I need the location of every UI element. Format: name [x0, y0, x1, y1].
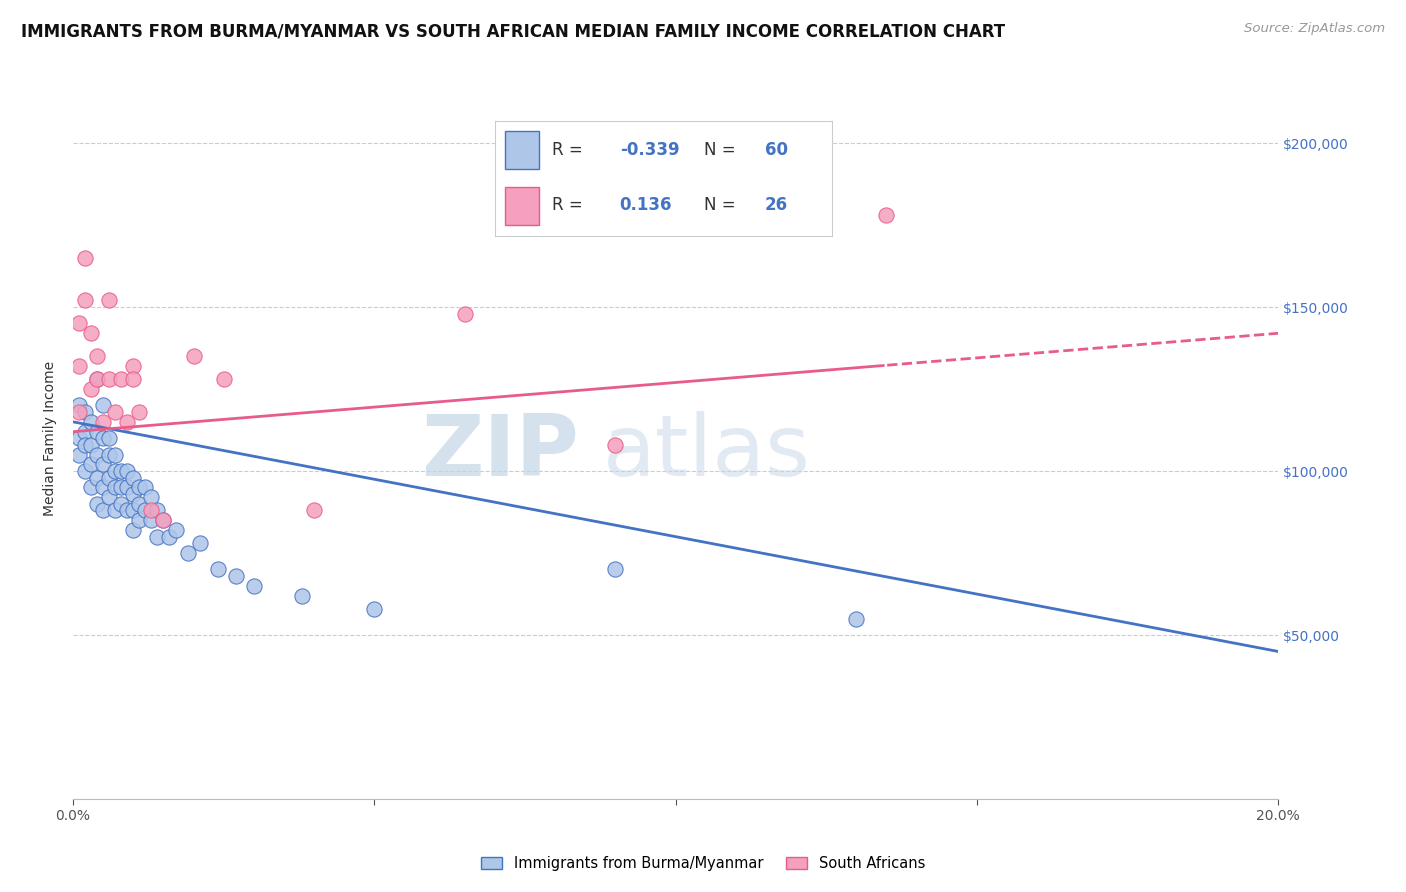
Point — [80, 438, 103, 452]
Point — [122, 372, 145, 386]
Point — [454, 307, 477, 321]
Point — [152, 513, 174, 527]
Point — [80, 458, 103, 472]
Point — [128, 405, 150, 419]
Point — [98, 431, 121, 445]
Point — [128, 480, 150, 494]
Point — [110, 464, 132, 478]
Legend: Immigrants from Burma/Myanmar, South Africans: Immigrants from Burma/Myanmar, South Afr… — [477, 852, 929, 876]
Point — [141, 491, 163, 505]
Point — [225, 569, 247, 583]
Point — [134, 480, 156, 494]
Text: Source: ZipAtlas.com: Source: ZipAtlas.com — [1244, 22, 1385, 36]
Point — [146, 503, 169, 517]
Point — [122, 487, 145, 501]
Point — [128, 513, 150, 527]
Point — [141, 503, 163, 517]
Point — [122, 359, 145, 373]
Point — [212, 372, 235, 386]
Point — [291, 589, 314, 603]
Point — [117, 464, 139, 478]
Point — [91, 458, 114, 472]
Point — [183, 349, 205, 363]
Point — [86, 448, 108, 462]
Point — [159, 530, 181, 544]
Point — [67, 448, 90, 462]
Point — [117, 415, 139, 429]
Point — [302, 503, 325, 517]
Point — [165, 523, 187, 537]
Point — [110, 372, 132, 386]
Point — [117, 480, 139, 494]
Point — [363, 602, 385, 616]
Point — [67, 405, 90, 419]
Point — [104, 480, 127, 494]
Point — [110, 497, 132, 511]
Point — [98, 372, 121, 386]
Point — [75, 438, 97, 452]
Point — [75, 251, 97, 265]
Point — [176, 546, 198, 560]
Point — [188, 536, 211, 550]
Point — [91, 480, 114, 494]
Point — [86, 372, 108, 386]
Point — [80, 480, 103, 494]
Point — [152, 513, 174, 527]
Point — [122, 470, 145, 484]
Point — [86, 349, 108, 363]
Point — [141, 513, 163, 527]
Point — [80, 326, 103, 341]
Text: IMMIGRANTS FROM BURMA/MYANMAR VS SOUTH AFRICAN MEDIAN FAMILY INCOME CORRELATION : IMMIGRANTS FROM BURMA/MYANMAR VS SOUTH A… — [21, 22, 1005, 40]
Point — [98, 491, 121, 505]
Point — [75, 464, 97, 478]
Point — [91, 503, 114, 517]
Point — [80, 415, 103, 429]
Point — [845, 612, 868, 626]
Point — [117, 503, 139, 517]
Point — [67, 431, 90, 445]
Point — [146, 530, 169, 544]
Point — [86, 372, 108, 386]
Point — [86, 425, 108, 439]
Point — [67, 399, 90, 413]
Point — [98, 448, 121, 462]
Text: ZIP: ZIP — [422, 411, 579, 494]
Y-axis label: Median Family Income: Median Family Income — [44, 360, 58, 516]
Point — [75, 405, 97, 419]
Point — [104, 503, 127, 517]
Point — [875, 208, 897, 222]
Point — [605, 562, 627, 576]
Point — [91, 399, 114, 413]
Point — [128, 497, 150, 511]
Point — [80, 382, 103, 396]
Point — [104, 405, 127, 419]
Point — [104, 448, 127, 462]
Point — [122, 503, 145, 517]
Point — [104, 464, 127, 478]
Point — [67, 359, 90, 373]
Point — [91, 415, 114, 429]
Point — [134, 503, 156, 517]
Point — [207, 562, 229, 576]
Point — [75, 293, 97, 308]
Point — [86, 497, 108, 511]
Point — [67, 317, 90, 331]
Point — [243, 579, 266, 593]
Point — [98, 470, 121, 484]
Point — [110, 480, 132, 494]
Point — [122, 523, 145, 537]
Point — [75, 425, 97, 439]
Point — [605, 438, 627, 452]
Point — [86, 470, 108, 484]
Text: atlas: atlas — [603, 411, 811, 494]
Point — [91, 431, 114, 445]
Point — [98, 293, 121, 308]
